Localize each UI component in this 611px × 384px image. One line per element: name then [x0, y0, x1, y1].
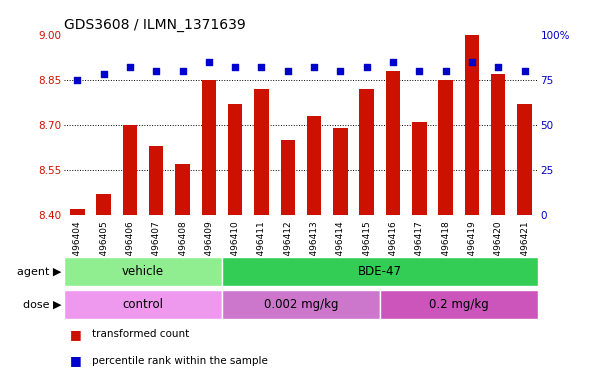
Bar	[97, 194, 111, 215]
Text: transformed count: transformed count	[92, 329, 189, 339]
Bar	[123, 125, 137, 215]
Text: GDS3608 / ILMN_1371639: GDS3608 / ILMN_1371639	[64, 18, 246, 32]
Point	[283, 68, 293, 74]
Bar	[175, 164, 190, 215]
Bar	[64, 290, 222, 319]
Bar	[64, 257, 222, 286]
Bar	[202, 80, 216, 215]
Bar	[254, 89, 269, 215]
Point	[152, 68, 161, 74]
Bar	[359, 89, 374, 215]
Point	[99, 71, 109, 77]
Point	[467, 59, 477, 65]
Point	[204, 59, 214, 65]
Bar	[386, 71, 400, 215]
Point	[335, 68, 345, 74]
Bar	[307, 116, 321, 215]
Bar	[438, 80, 453, 215]
Point	[73, 77, 82, 83]
Point	[493, 64, 503, 70]
Bar	[412, 122, 426, 215]
Bar	[465, 35, 479, 215]
Text: control: control	[123, 298, 164, 311]
Text: 0.002 mg/kg: 0.002 mg/kg	[264, 298, 338, 311]
Point	[519, 68, 529, 74]
Text: ■: ■	[70, 328, 82, 341]
Text: 0.2 mg/kg: 0.2 mg/kg	[429, 298, 489, 311]
Text: BDE-47: BDE-47	[358, 265, 402, 278]
Bar	[222, 257, 538, 286]
Point	[441, 68, 450, 74]
Point	[125, 64, 135, 70]
Point	[257, 64, 266, 70]
Bar	[518, 104, 532, 215]
Point	[230, 64, 240, 70]
Bar	[491, 74, 505, 215]
Bar	[333, 128, 348, 215]
Point	[414, 68, 424, 74]
Bar	[149, 146, 164, 215]
Bar	[228, 104, 243, 215]
Bar	[280, 140, 295, 215]
Point	[309, 64, 319, 70]
Text: dose ▶: dose ▶	[23, 299, 61, 310]
Bar	[70, 209, 84, 215]
Point	[178, 68, 188, 74]
Text: percentile rank within the sample: percentile rank within the sample	[92, 356, 268, 366]
Bar	[222, 290, 380, 319]
Point	[388, 59, 398, 65]
Text: agent ▶: agent ▶	[16, 266, 61, 277]
Text: ■: ■	[70, 354, 82, 367]
Bar	[380, 290, 538, 319]
Text: vehicle: vehicle	[122, 265, 164, 278]
Point	[362, 64, 371, 70]
